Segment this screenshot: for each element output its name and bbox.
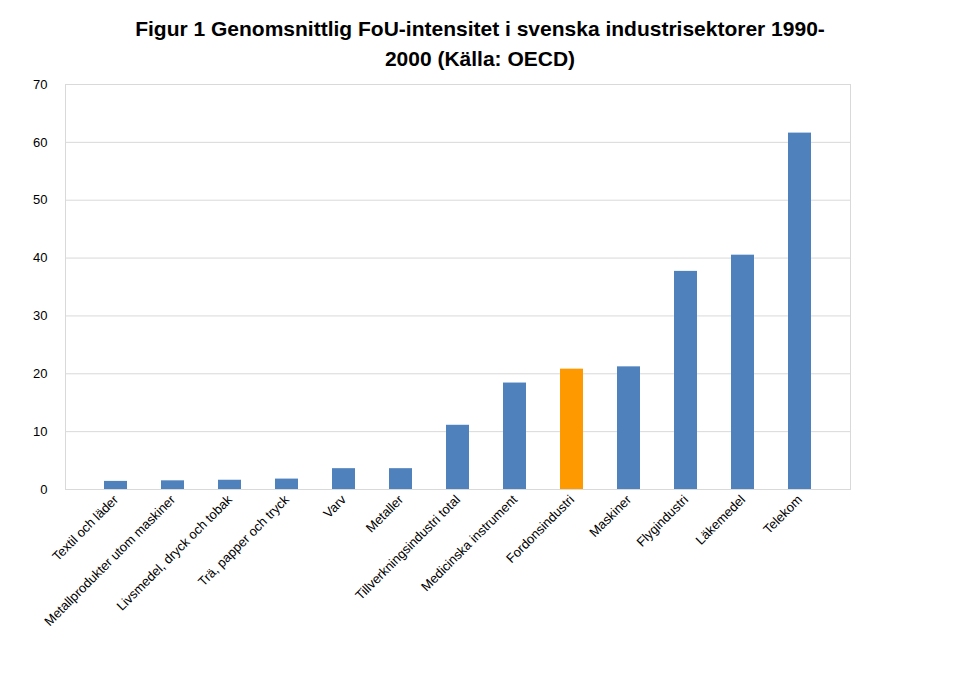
svg-text:Textil och läder: Textil och läder: [49, 492, 122, 564]
svg-text:Trä, papper och tryck: Trä, papper och tryck: [195, 492, 292, 589]
svg-text:Medicinska instrument: Medicinska instrument: [418, 492, 520, 594]
svg-text:40: 40: [33, 250, 47, 265]
svg-text:50: 50: [33, 192, 47, 207]
svg-text:70: 70: [33, 77, 47, 92]
svg-text:20: 20: [33, 366, 47, 381]
svg-text:Varv: Varv: [320, 492, 349, 521]
svg-text:Metaller: Metaller: [363, 491, 407, 535]
svg-text:Fordonsindustri: Fordonsindustri: [503, 492, 577, 566]
svg-text:Tillverkningsindustri total: Tillverkningsindustri total: [352, 492, 463, 603]
svg-text:60: 60: [33, 135, 47, 150]
svg-text:Läkemedel: Läkemedel: [692, 492, 748, 548]
svg-text:Livsmedel, dryck och tobak: Livsmedel, dryck och tobak: [114, 492, 236, 614]
svg-text:Flygindustri: Flygindustri: [633, 492, 691, 550]
svg-text:30: 30: [33, 308, 47, 323]
svg-text:0: 0: [40, 482, 47, 497]
html-text:Figur 1 Genomsnittlig FoU-inte: Figur 1 Genomsnittlig FoU-intensitet i s…: [135, 17, 825, 70]
svg-text:10: 10: [33, 424, 47, 439]
svg-text:Maskiner: Maskiner: [586, 491, 634, 539]
svg-text:Telekom: Telekom: [760, 492, 805, 537]
svg-text:Metallprodukter utom maskiner: Metallprodukter utom maskiner: [41, 492, 179, 629]
